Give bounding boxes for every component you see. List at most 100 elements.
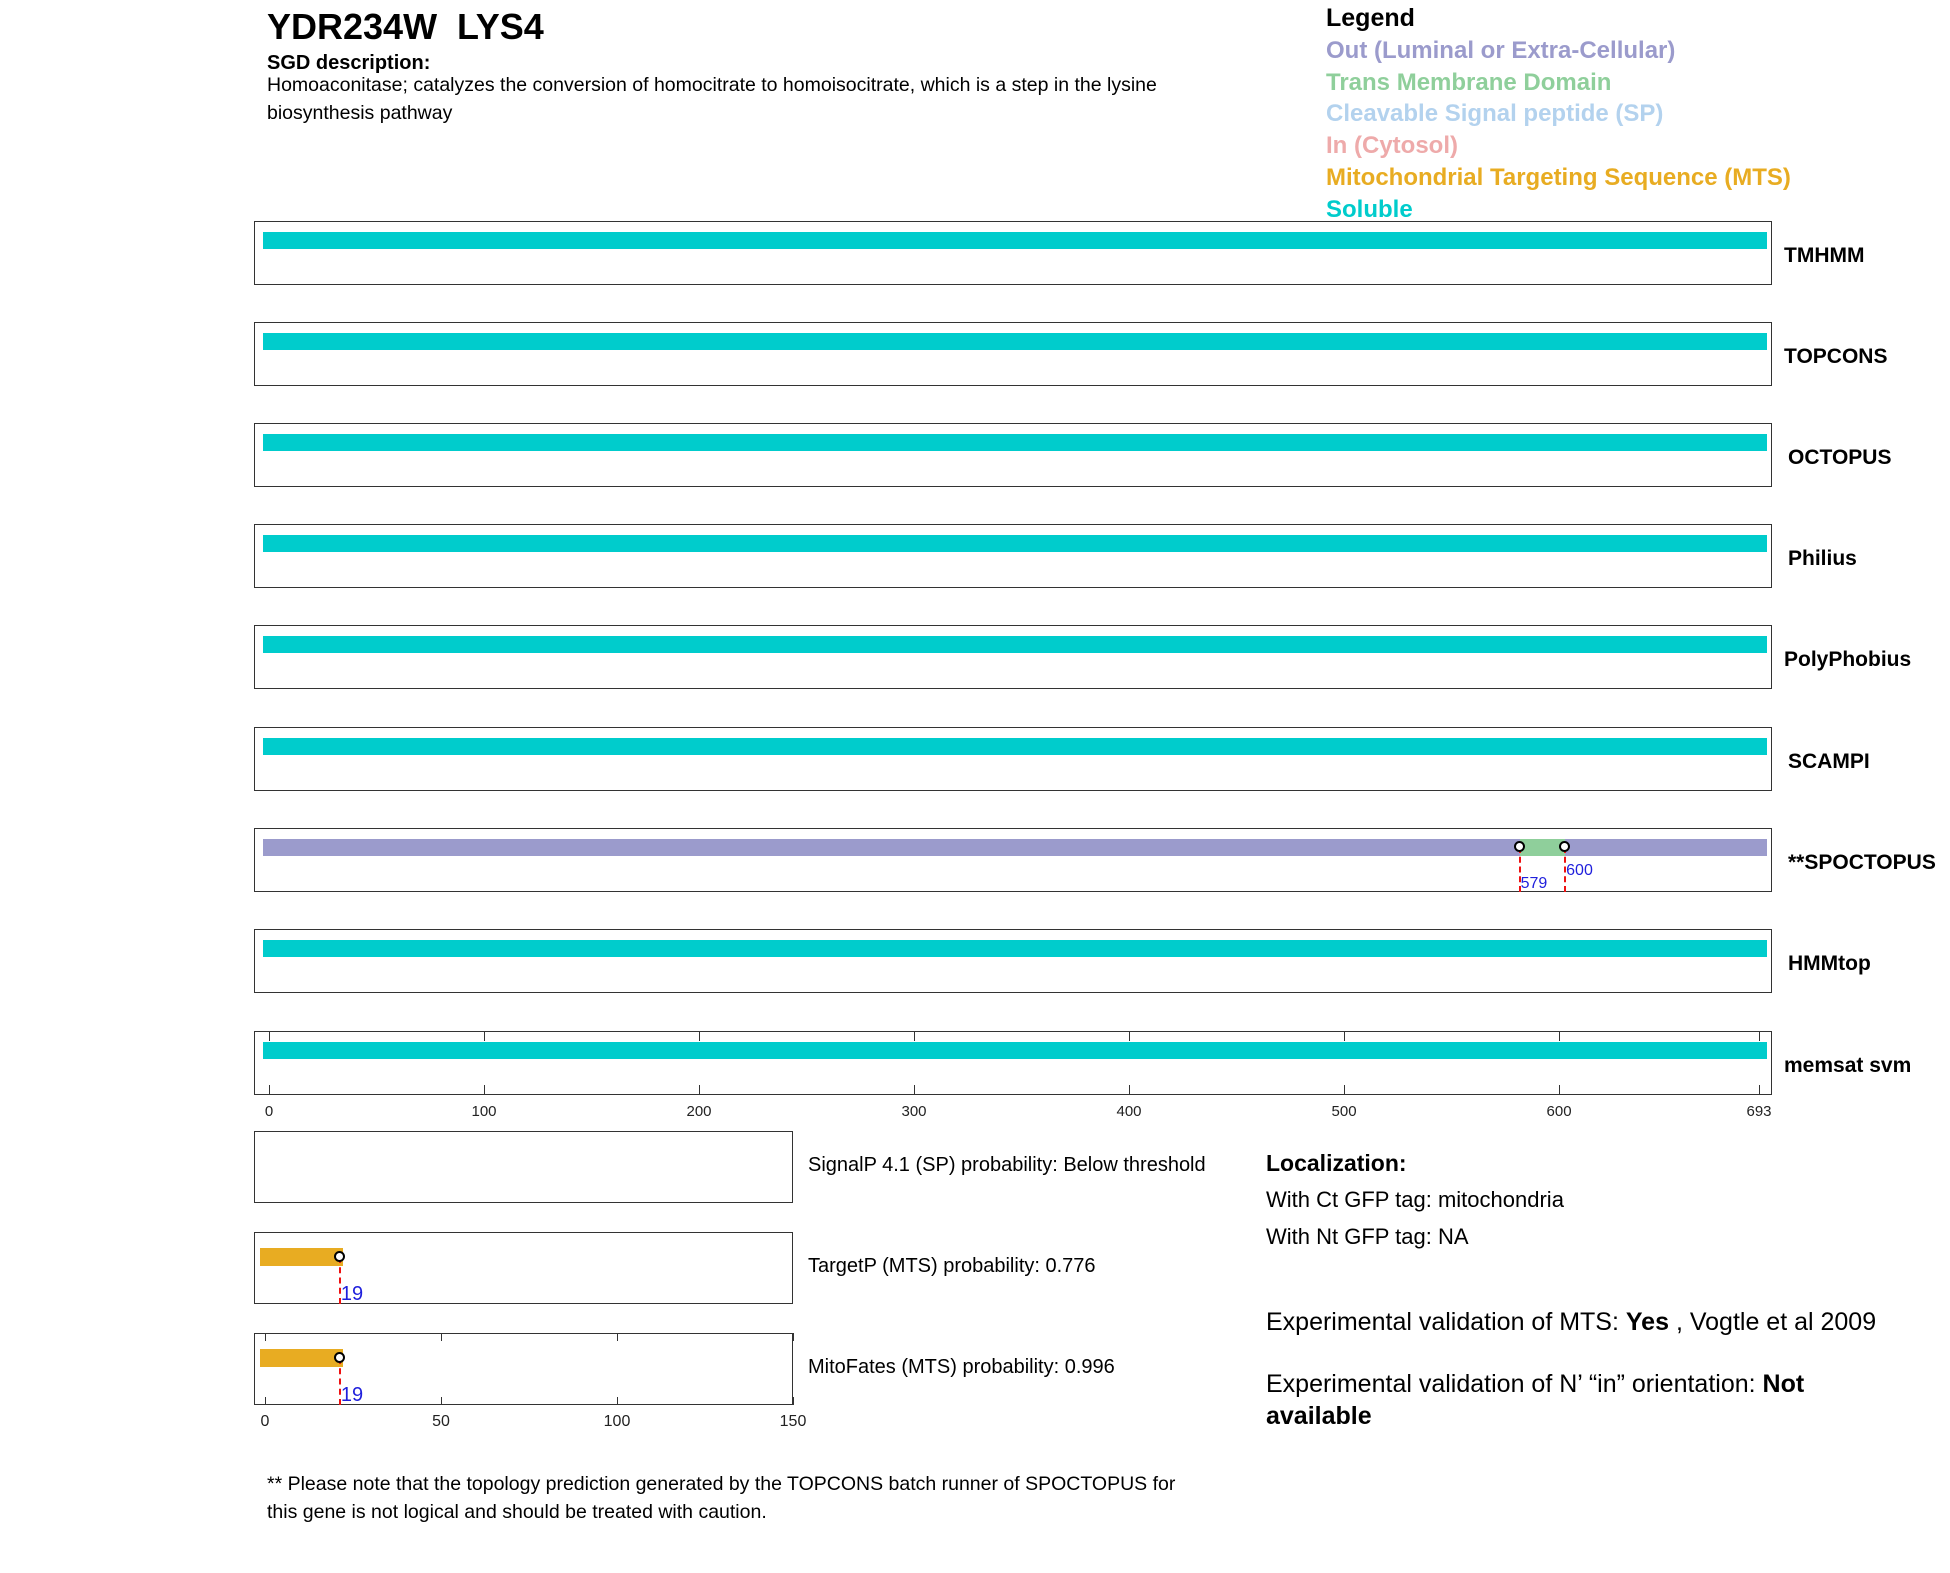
track-box bbox=[254, 221, 1772, 285]
x-tick-mark bbox=[269, 1085, 270, 1095]
x-tick-label: 100 bbox=[603, 1413, 631, 1430]
x-tick-mark bbox=[484, 1085, 485, 1095]
x-tick-mark bbox=[617, 1397, 618, 1405]
localization-nt: With Nt GFP tag: NA bbox=[1266, 1224, 1469, 1249]
x-tick-mark bbox=[265, 1333, 266, 1341]
x-tick-mark bbox=[1559, 1031, 1561, 1041]
track-segment bbox=[1565, 839, 1767, 856]
x-tick-mark bbox=[699, 1031, 700, 1041]
boundary-line bbox=[1564, 847, 1567, 892]
x-tick-mark bbox=[1129, 1085, 1131, 1095]
boundary-line bbox=[1518, 847, 1521, 892]
orientation-validation-prefix: Experimental validation of N’ “in” orien… bbox=[1266, 1370, 1763, 1398]
legend-item: In (Cytosol) bbox=[1326, 132, 1458, 160]
x-tick-label: 600 bbox=[1546, 1103, 1572, 1120]
track-segment bbox=[263, 535, 1767, 552]
orientation-validation: Experimental validation of N’ “in” orien… bbox=[1266, 1368, 1866, 1432]
x-tick-mark bbox=[793, 1397, 794, 1405]
x-tick-label: 500 bbox=[1331, 1103, 1357, 1120]
track-label: Philius bbox=[1788, 547, 1857, 570]
x-tick-label: 400 bbox=[1116, 1103, 1142, 1120]
track-segment bbox=[263, 434, 1767, 451]
mts-cleavage-marker bbox=[333, 1352, 345, 1363]
track-label: HMMtop bbox=[1788, 952, 1871, 975]
localization-ct: With Ct GFP tag: mitochondria bbox=[1266, 1187, 1564, 1212]
mts-validation-prefix: Experimental validation of MTS: bbox=[1266, 1308, 1626, 1336]
x-tick-mark bbox=[265, 1397, 266, 1405]
x-tick-label: 693 bbox=[1746, 1103, 1772, 1120]
x-tick-mark bbox=[441, 1397, 442, 1405]
x-tick-label: 150 bbox=[779, 1413, 807, 1430]
track-box bbox=[254, 423, 1772, 487]
legend-item: Mitochondrial Targeting Sequence (MTS) bbox=[1326, 163, 1791, 191]
x-tick-label: 100 bbox=[471, 1103, 497, 1120]
x-tick-mark bbox=[617, 1333, 618, 1341]
track-box bbox=[254, 625, 1772, 689]
track-label: TOPCONS bbox=[1784, 345, 1888, 368]
x-tick-mark bbox=[1759, 1031, 1760, 1041]
caution-note: ** Please note that the topology predict… bbox=[267, 1473, 1176, 1523]
mts-validation-value: Yes bbox=[1625, 1308, 1669, 1336]
track-label: **SPOCTOPUS bbox=[1788, 851, 1936, 874]
legend-item: Trans Membrane Domain bbox=[1326, 68, 1612, 96]
x-tick-label: 0 bbox=[260, 1413, 270, 1430]
localization-heading: Localization: bbox=[1266, 1150, 1407, 1176]
track-segment bbox=[263, 839, 1520, 856]
x-tick-mark bbox=[1344, 1085, 1346, 1095]
track-segment bbox=[263, 738, 1767, 755]
x-tick-mark bbox=[441, 1333, 442, 1341]
legend-item: Soluble bbox=[1326, 195, 1413, 223]
track-box bbox=[254, 322, 1772, 386]
x-tick-mark bbox=[914, 1085, 916, 1095]
prediction-box bbox=[254, 1131, 793, 1203]
x-tick-label: 50 bbox=[432, 1413, 450, 1430]
prediction-box bbox=[254, 1232, 793, 1304]
x-tick-mark bbox=[793, 1333, 794, 1341]
legend-title: Legend bbox=[1326, 4, 1415, 32]
track-label: OCTOPUS bbox=[1788, 446, 1892, 469]
x-tick-mark bbox=[1129, 1031, 1131, 1041]
boundary-marker bbox=[1513, 841, 1525, 852]
x-tick-mark bbox=[1559, 1085, 1561, 1095]
sgd-description: Homoaconitase; catalyzes the conversion … bbox=[267, 74, 1157, 124]
boundary-marker bbox=[1559, 841, 1571, 852]
x-tick-mark bbox=[1344, 1031, 1346, 1041]
mts-cleavage-line bbox=[338, 1257, 341, 1304]
sgd-heading: SGD description: bbox=[267, 52, 431, 74]
x-tick-label: 200 bbox=[686, 1103, 712, 1120]
track-segment bbox=[263, 1042, 1767, 1059]
track-segment bbox=[263, 333, 1767, 350]
prediction-label: TargetP (MTS) probability: 0.776 bbox=[808, 1255, 1096, 1277]
mts-cleavage-label: 19 bbox=[340, 1283, 364, 1305]
x-tick-mark bbox=[269, 1031, 270, 1041]
track-segment bbox=[263, 636, 1767, 653]
track-label: PolyPhobius bbox=[1784, 648, 1912, 671]
mts-segment bbox=[260, 1349, 343, 1367]
boundary-label: 600 bbox=[1566, 862, 1593, 879]
track-box bbox=[254, 727, 1772, 791]
legend-item: Out (Luminal or Extra-Cellular) bbox=[1326, 37, 1676, 64]
mts-validation: Experimental validation of MTS: Yes , Vo… bbox=[1266, 1308, 1876, 1337]
x-tick-mark bbox=[1759, 1085, 1760, 1095]
prediction-box bbox=[254, 1333, 793, 1405]
mts-cleavage-marker bbox=[333, 1251, 345, 1262]
prediction-label: SignalP 4.1 (SP) probability: Below thre… bbox=[808, 1154, 1206, 1176]
track-label: SCAMPI bbox=[1788, 750, 1870, 773]
track-box bbox=[254, 524, 1772, 588]
x-tick-mark bbox=[484, 1031, 485, 1041]
track-label: memsat svm bbox=[1784, 1054, 1912, 1077]
x-tick-mark bbox=[699, 1085, 700, 1095]
x-tick-label: 300 bbox=[901, 1103, 927, 1120]
mts-validation-suffix: , Vogtle et al 2009 bbox=[1669, 1308, 1877, 1336]
x-tick-mark bbox=[914, 1031, 916, 1041]
track-label: TMHMM bbox=[1784, 244, 1865, 267]
mts-cleavage-label: 19 bbox=[340, 1384, 364, 1406]
legend-item: Cleavable Signal peptide (SP) bbox=[1326, 100, 1664, 128]
page-title: YDR234W LYS4 bbox=[267, 6, 544, 47]
track-box bbox=[254, 929, 1772, 993]
track-box bbox=[254, 1031, 1772, 1095]
x-tick-label: 0 bbox=[264, 1103, 274, 1120]
track-segment bbox=[263, 940, 1767, 957]
mts-segment bbox=[260, 1248, 343, 1266]
prediction-label: MitoFates (MTS) probability: 0.996 bbox=[808, 1356, 1115, 1378]
